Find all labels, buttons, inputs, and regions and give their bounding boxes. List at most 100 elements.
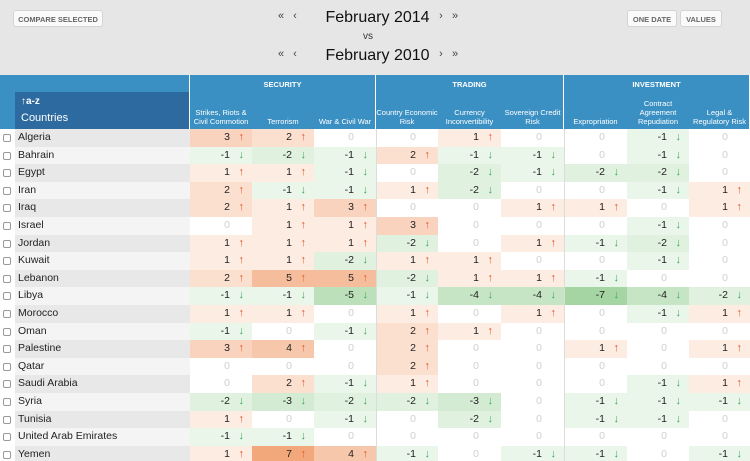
row-checkbox[interactable] — [3, 450, 11, 459]
row-checkbox[interactable] — [3, 257, 11, 266]
column-header[interactable]: Strikes, Riots & Civil Commotion — [193, 108, 249, 126]
cell-value: 0 — [473, 236, 479, 249]
country-name[interactable]: Morocco — [15, 305, 190, 323]
country-name[interactable]: Iraq — [15, 199, 190, 217]
row-checkbox[interactable] — [3, 380, 11, 389]
country-name[interactable]: Tunisia — [15, 410, 190, 429]
first-period1-button[interactable]: « — [277, 10, 285, 22]
risk-cell: 0 — [627, 199, 689, 217]
cell-value: 3 — [410, 219, 416, 231]
arrow-up-icon: ↑ — [613, 342, 620, 355]
risk-cell: -1 ↓ — [190, 322, 252, 341]
cell-value: 1 — [286, 254, 292, 267]
arrow-down-icon: ↓ — [613, 289, 620, 302]
country-name[interactable]: United Arab Emirates — [15, 428, 190, 446]
row-checkbox[interactable] — [3, 362, 11, 371]
risk-cell: 1 ↑ — [376, 375, 438, 393]
country-name[interactable]: Kuwait — [15, 252, 190, 270]
country-name[interactable]: Palestine — [15, 340, 190, 358]
country-name[interactable]: Iran — [15, 181, 190, 200]
row-checkbox[interactable] — [3, 345, 11, 354]
column-header[interactable]: Currency Inconvertibility — [445, 108, 494, 126]
arrow-up-icon: ↑ — [300, 219, 307, 231]
cell-value: 1 — [286, 201, 292, 214]
arrow-down-icon: ↓ — [487, 148, 494, 161]
country-name[interactable]: Israel — [15, 217, 190, 235]
next-period2-button[interactable]: › — [439, 48, 443, 60]
cell-value: 1 — [722, 201, 728, 214]
arrow-up-icon: ↑ — [362, 201, 369, 214]
column-header[interactable]: War & Civil War — [318, 117, 372, 126]
risk-cell: 2 ↑ — [376, 146, 438, 165]
row-checkbox[interactable] — [3, 169, 11, 178]
row-checkbox[interactable] — [3, 151, 11, 160]
country-name[interactable]: Libya — [15, 287, 190, 305]
country-name[interactable]: Lebanon — [15, 269, 190, 288]
row-checkbox[interactable] — [3, 327, 11, 336]
compare-selected-button[interactable]: COMPARE SELECTED — [13, 10, 103, 27]
country-name[interactable]: Yemen — [15, 445, 190, 461]
next-period1-button[interactable]: › — [439, 10, 443, 22]
one-date-button[interactable]: ONE DATE — [627, 10, 677, 27]
period2-label: February 2010 — [325, 47, 430, 64]
arrow-up-icon: ↑ — [736, 342, 743, 355]
cell-value: 1 — [286, 166, 292, 179]
arrow-down-icon: ↓ — [300, 430, 307, 443]
arrow-down-icon: ↓ — [300, 148, 307, 161]
cell-value: 1 — [722, 183, 728, 196]
risk-cell: 0 — [689, 410, 750, 429]
country-name[interactable]: Oman — [15, 322, 190, 341]
column-header[interactable]: Legal & Regulatory Risk — [693, 108, 746, 126]
row-checkbox[interactable] — [3, 310, 11, 318]
country-name[interactable]: Syria — [15, 393, 190, 411]
prev-period2-button[interactable]: ‹ — [293, 48, 297, 60]
country-name[interactable]: Egypt — [15, 164, 190, 182]
cell-value: -1 — [344, 377, 354, 390]
row-checkbox[interactable] — [3, 292, 11, 301]
row-checkbox[interactable] — [3, 239, 11, 248]
last-period2-button[interactable]: » — [451, 48, 459, 60]
column-header[interactable]: Country Economic Risk — [376, 108, 438, 126]
row-checkbox[interactable] — [3, 222, 11, 230]
cell-value: 0 — [722, 430, 728, 443]
cell-value: 0 — [536, 131, 542, 143]
column-header[interactable]: Contract Agreement Repudiation — [637, 99, 679, 126]
last-period1-button[interactable]: » — [451, 10, 459, 22]
column-header[interactable]: Terrorism — [267, 117, 299, 126]
row-checkbox[interactable] — [3, 398, 11, 406]
cell-value: 2 — [286, 131, 292, 143]
sort-az-button[interactable]: ↑a-z Countries — [15, 92, 189, 129]
risk-cell: 1 ↑ — [501, 305, 564, 323]
risk-cell: 0 — [564, 375, 627, 393]
risk-cell: 0 — [252, 357, 314, 376]
cell-value: 0 — [473, 447, 479, 460]
cell-value: 0 — [599, 219, 605, 231]
values-button[interactable]: VALUES — [680, 10, 722, 27]
country-name[interactable]: Algeria — [15, 129, 190, 147]
country-name[interactable]: Qatar — [15, 357, 190, 376]
column-header[interactable]: Sovereign Credit Risk — [504, 108, 561, 126]
table-row: Iraq 2 ↑ 1 ↑ 3 ↑ 0 0 1 ↑ 1 ↑ 0 1 ↑ — [0, 199, 750, 217]
country-name[interactable]: Jordan — [15, 234, 190, 253]
row-checkbox[interactable] — [3, 134, 11, 142]
risk-cell: 1 ↑ — [689, 305, 750, 323]
row-checkbox[interactable] — [3, 186, 11, 195]
row-checkbox[interactable] — [3, 204, 11, 213]
arrow-down-icon: ↓ — [613, 447, 620, 460]
row-checkbox[interactable] — [3, 274, 11, 283]
risk-cell: 1 ↑ — [564, 340, 627, 358]
column-header[interactable]: Expropriation — [573, 117, 618, 126]
cell-value: 1 — [473, 324, 479, 337]
period1-nav: « ‹ February 2014 › » — [240, 7, 520, 31]
row-checkbox[interactable] — [3, 415, 11, 424]
country-name[interactable]: Saudi Arabia — [15, 375, 190, 393]
first-period2-button[interactable]: « — [277, 48, 285, 60]
arrow-up-icon: ↑ — [300, 342, 307, 355]
cell-value: -4 — [532, 289, 542, 302]
country-name[interactable]: Bahrain — [15, 146, 190, 165]
risk-cell: 0 — [501, 340, 564, 358]
prev-period1-button[interactable]: ‹ — [293, 10, 297, 22]
cell-value: -1 — [657, 307, 667, 319]
arrow-down-icon: ↓ — [675, 131, 682, 143]
row-checkbox[interactable] — [3, 433, 11, 442]
